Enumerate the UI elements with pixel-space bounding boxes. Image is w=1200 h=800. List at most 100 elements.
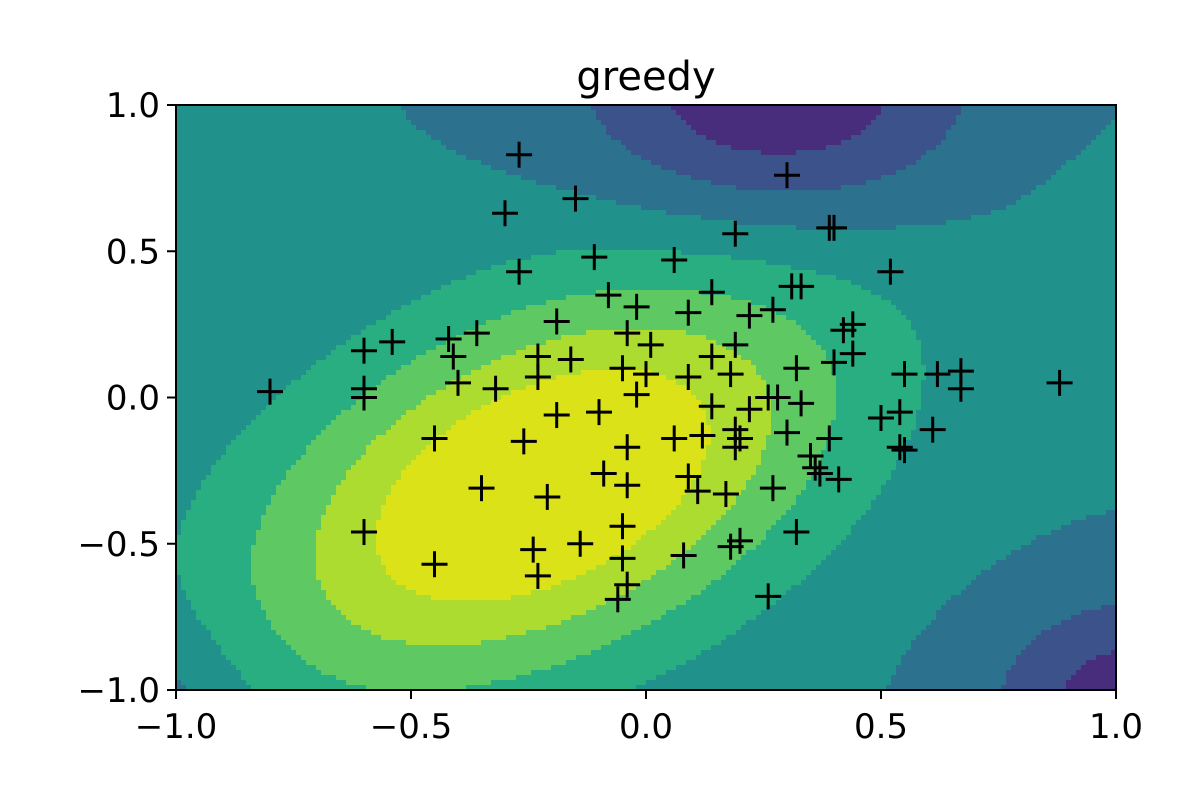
x-axis: −1.0 −0.5 0.0 0.5 1.0 [135, 690, 1143, 747]
data-point [623, 293, 650, 320]
data-point [637, 331, 664, 358]
data-point [924, 361, 951, 388]
data-point [698, 279, 725, 306]
data-point [806, 460, 833, 487]
data-point [595, 282, 622, 309]
data-point [886, 434, 913, 461]
data-point [675, 463, 702, 490]
data-point [877, 258, 904, 285]
data-point [675, 299, 702, 326]
x-tick-label: 0.0 [619, 707, 673, 747]
data-point [421, 551, 448, 578]
data-point [543, 402, 570, 429]
data-point [614, 434, 641, 461]
data-point [670, 542, 697, 569]
data-point [257, 378, 283, 405]
data-point [947, 375, 974, 402]
data-point [661, 247, 688, 274]
data-point [351, 384, 377, 411]
data-point [351, 519, 377, 546]
data-point [886, 399, 913, 426]
data-point [581, 244, 608, 271]
data-point [736, 302, 763, 329]
data-point [421, 425, 448, 452]
data-point [839, 311, 866, 338]
data-point [712, 481, 739, 508]
data-point [727, 527, 753, 554]
scatter-markers [257, 141, 1073, 613]
data-point [722, 331, 749, 358]
data-point [759, 296, 786, 323]
data-point [802, 454, 829, 481]
data-point [567, 530, 594, 557]
y-tick-label: 0.0 [106, 379, 160, 419]
x-tick-label: 1.0 [1089, 707, 1143, 747]
data-point [609, 513, 636, 540]
data-point [698, 393, 725, 420]
data-point [788, 390, 815, 417]
data-point [633, 361, 659, 388]
data-point [919, 416, 946, 443]
data-point [698, 343, 725, 370]
data-point [821, 349, 847, 376]
contour-fill [176, 105, 1116, 690]
chart-title: greedy [576, 54, 715, 100]
data-point [661, 425, 688, 452]
data-point [524, 364, 551, 391]
data-point [445, 369, 471, 396]
data-point [590, 460, 617, 487]
data-point [379, 328, 406, 355]
data-point [684, 478, 711, 505]
data-point [463, 320, 490, 347]
data-point [783, 355, 810, 382]
data-point [506, 141, 533, 168]
data-point [609, 355, 636, 382]
data-point [783, 519, 810, 546]
data-point [736, 396, 763, 423]
x-tick-label: 0.5 [854, 707, 908, 747]
data-point [774, 162, 800, 189]
data-point [755, 583, 782, 610]
data-point [468, 475, 495, 502]
data-point [816, 425, 843, 452]
data-point [562, 185, 589, 212]
data-point [717, 361, 744, 388]
data-point [774, 419, 800, 446]
data-point [557, 346, 584, 373]
data-point [614, 472, 641, 499]
data-point [604, 586, 631, 613]
data-point [440, 343, 467, 370]
data-point [689, 422, 716, 449]
data-point [821, 214, 847, 241]
data-point [797, 443, 824, 469]
data-point [520, 536, 547, 563]
y-axis: −1.0 −0.5 0.0 0.5 1.0 [77, 86, 176, 711]
data-point [1046, 369, 1073, 396]
data-point [727, 425, 753, 452]
y-tick-label: −1.0 [77, 671, 160, 711]
data-point [482, 375, 509, 402]
data-point [675, 364, 702, 391]
data-point [891, 361, 918, 388]
data-point [510, 428, 537, 455]
data-point [764, 384, 791, 411]
data-point [891, 437, 918, 464]
data-point [825, 466, 852, 493]
data-point [788, 273, 815, 300]
data-point [492, 200, 518, 227]
y-tick-label: 1.0 [106, 86, 160, 126]
data-point [435, 326, 462, 352]
data-point [524, 562, 551, 589]
x-tick-label: −0.5 [370, 707, 453, 747]
y-tick-label: −0.5 [77, 525, 160, 565]
data-point [868, 404, 894, 431]
data-point [614, 320, 641, 347]
data-point [543, 308, 570, 335]
x-tick-label: −1.0 [135, 707, 218, 747]
data-point [759, 475, 786, 502]
y-tick-label: 0.5 [106, 232, 160, 272]
data-point [506, 258, 533, 285]
data-point [614, 571, 641, 598]
data-point [839, 340, 866, 367]
